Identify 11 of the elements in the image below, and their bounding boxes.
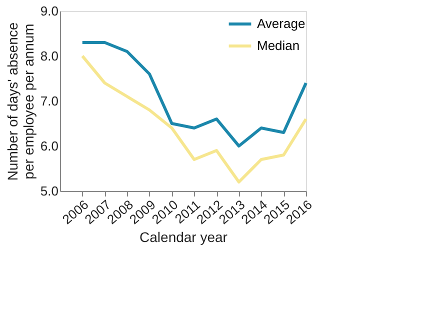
x-axis-title: Calendar year [140,229,228,246]
legend-label: Average [257,16,306,31]
y-tick-label: 8.0 [40,48,58,64]
line-series [80,54,308,184]
line-series [80,41,308,148]
y-tick-label: 9.0 [40,4,58,18]
y-tick-label: 7.0 [40,94,58,108]
y-tick-label: 6.0 [40,138,58,154]
y-axis-title: Number of days' absence per employee per annum [4,22,36,181]
legend-label: Median [257,38,300,53]
y-tick-label: 5.0 [40,184,58,198]
